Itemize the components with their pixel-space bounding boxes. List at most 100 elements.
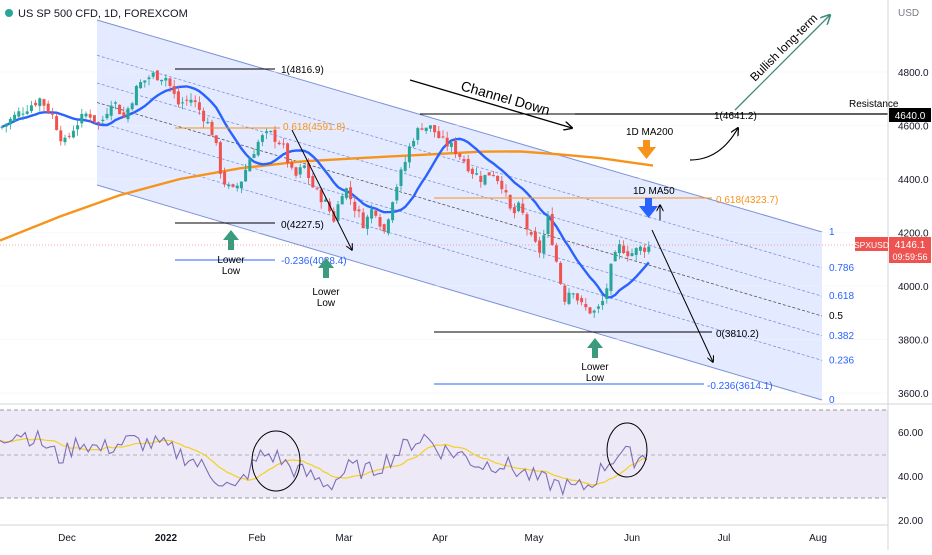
candle-body [76,125,80,130]
candle-body [630,253,634,257]
candle-body [634,248,638,255]
candle-body [42,99,46,106]
candle-body [626,251,630,257]
candle-body [428,125,432,129]
label-line: Lower [217,255,245,266]
down-arrow-jun [651,229,713,362]
candle-body [399,169,403,186]
fib-left-neg-label: -0.236(4088.4) [281,256,347,267]
candle-body [601,300,605,306]
candle-body [13,114,17,122]
candle-body [34,102,38,106]
candle-body [302,165,306,168]
candle-body [424,127,428,131]
candle-body [298,167,302,175]
candle-body [8,118,12,125]
candle-body [265,131,269,133]
candle-body [202,110,206,122]
candle-body [88,114,92,118]
price-tick: 3800.0 [898,336,929,347]
fib-right-1-label: 1(4641.2) [714,111,757,122]
label-line: Low [222,266,241,277]
candle-body [609,263,613,291]
lower-low-3: Lower Low [581,338,609,384]
candle-body [319,189,323,203]
price-tick: 4800.0 [898,68,929,79]
candle-body [643,247,647,252]
candle-body [538,240,542,253]
grid [0,71,888,394]
candle-body [512,207,516,214]
rsi-band [0,410,888,498]
rsi-circle-1 [251,430,301,492]
time-tick: Dec [58,533,76,544]
candle-body [449,142,453,147]
channel-fill [97,20,822,400]
rsi-line [0,429,648,497]
channel-line [96,82,823,297]
lower-low-1: Lower Low [217,230,245,277]
price-tick: 3600.0 [898,389,929,400]
price-tick: 4400.0 [898,175,929,186]
candle-body [126,108,130,120]
channel-down [96,19,823,401]
symbol-badge-box [855,237,888,251]
curve-arrow [689,128,738,161]
candle-body [491,175,495,177]
price-tick: 4600.0 [898,122,929,133]
candle-body [160,79,164,82]
price-axis[interactable]: 4800.0 4600.0 4400.0 4200.0 4000.0 3800.0 3600… [898,68,929,400]
candle-body [294,167,298,176]
candle-body [365,216,369,229]
fib-left-0618-label: 0.618(4591.8) [283,122,345,133]
channel-line [96,184,823,401]
candle-body [239,181,243,189]
candle-body [454,141,458,155]
candle-body [105,113,109,119]
resistance-badge-value: 4640.0 [895,111,926,122]
candle-body [71,130,75,138]
channel-line [96,19,823,233]
rsi-tick: 20.00 [898,516,923,527]
rsi-tick: 40.00 [898,472,923,483]
candle-body [638,246,642,251]
candle-body [311,176,315,188]
candle-body [407,146,411,163]
candle-body [155,70,159,81]
candle-body [0,126,4,128]
candle-body [332,211,336,222]
candle-body [374,210,378,216]
symbol-title: US SP 500 CFD, 1D, FOREXCOM [18,8,188,20]
price-badge-box [889,237,931,263]
candle-body [63,137,67,143]
candle-body [370,209,374,219]
fib-right-0618-label: 0.618(4323.7) [716,195,778,206]
candle-body [412,140,416,147]
candle-body [357,209,361,212]
channel-ratio-label: 0.618 [829,291,854,302]
candle-body [307,163,311,179]
lower-low-arrow-icon [223,230,239,250]
candle-body [164,77,168,81]
candle-body [235,185,239,189]
candle-body [529,232,533,235]
candle-body [508,194,512,209]
candle-body [386,219,390,234]
candle-body [218,142,222,174]
candle-body [189,99,193,103]
candle-body [197,102,201,111]
candle-body [315,188,319,190]
candle-body [580,298,584,303]
candle-body [584,304,588,308]
rsi-axis[interactable]: 60.00 40.00 20.00 [898,428,923,527]
channel-ratio-label: 0.5 [829,311,843,322]
candle-body [571,293,575,295]
time-axis[interactable]: Dec 2022 Feb Mar Apr May Jun Jul Aug [58,533,827,544]
candle-body [441,136,445,138]
channel-line [96,102,823,317]
rsi-tick: 60.00 [898,428,923,439]
channel-ratio-label: 0.786 [829,263,854,274]
status-dot-icon [5,9,13,17]
